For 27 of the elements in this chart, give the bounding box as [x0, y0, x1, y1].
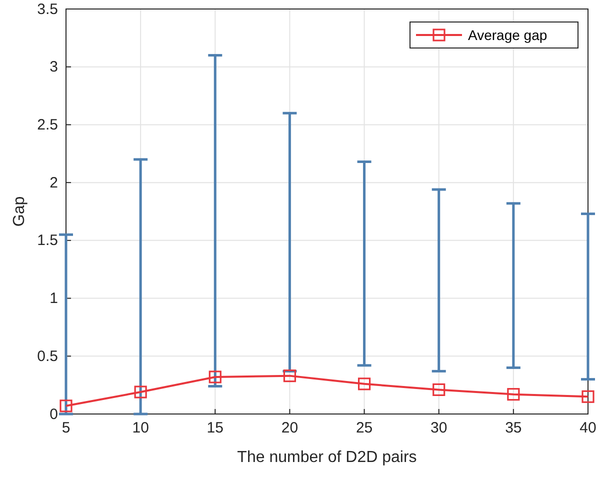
y-tick-label: 0 — [50, 406, 58, 423]
y-tick-label: 2.5 — [37, 116, 58, 134]
x-tick-label: 5 — [62, 420, 70, 437]
x-tick-label: 10 — [132, 420, 149, 437]
y-tick-label: 3.5 — [37, 0, 58, 18]
y-tick-label: 1 — [50, 290, 58, 308]
point — [507, 388, 520, 401]
x-tick-label: 30 — [430, 420, 448, 437]
point — [432, 383, 446, 396]
y-axis-title: Gap — [11, 196, 28, 227]
x-axis-title: The number of D2D pairs — [237, 449, 417, 466]
x-tick-label: 35 — [505, 420, 522, 437]
x-tick-label: 15 — [206, 420, 224, 437]
y-tick-label: 1.5 — [37, 232, 58, 250]
y-tick-label: 0.5 — [37, 348, 58, 365]
point — [582, 390, 594, 403]
point — [283, 370, 296, 382]
point — [134, 386, 147, 398]
point — [60, 400, 72, 412]
legend-label: Average gap — [468, 27, 548, 43]
y-tick-label: 3 — [50, 58, 58, 76]
x-tick-label: 25 — [356, 420, 373, 437]
point — [358, 378, 371, 390]
x-tick-label: 20 — [281, 420, 298, 437]
y-tick-label: 2 — [50, 174, 58, 192]
x-tick-label: 40 — [580, 420, 596, 437]
point — [208, 370, 222, 384]
